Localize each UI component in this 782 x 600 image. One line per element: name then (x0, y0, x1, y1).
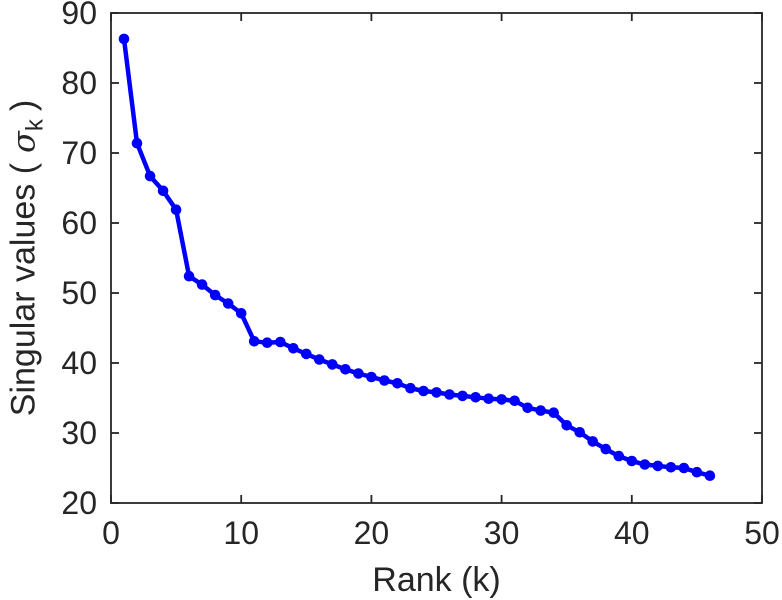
data-point-marker (118, 33, 130, 45)
x-tick-label: 0 (102, 515, 120, 551)
x-axis-label: Rank (k) (372, 561, 501, 599)
data-point-marker (144, 170, 156, 182)
data-point-marker (431, 387, 442, 398)
data-point-marker (275, 336, 286, 348)
data-point-marker (535, 405, 546, 416)
data-point-marker (392, 378, 403, 389)
data-point-marker (209, 289, 221, 301)
data-point-marker (405, 382, 416, 394)
data-point-marker (314, 354, 325, 365)
data-point-marker (379, 375, 390, 386)
data-point-marker (366, 371, 377, 383)
y-tick-label: 50 (61, 275, 97, 311)
axes-box (110, 12, 763, 504)
x-tick-label: 20 (354, 515, 390, 551)
data-point-marker (248, 336, 260, 347)
data-line (121, 36, 713, 478)
y-axis-label: Singular values ( σk) (4, 99, 49, 417)
y-tick-label: 40 (61, 345, 97, 381)
data-point-marker (691, 466, 703, 478)
data-point-marker (157, 185, 169, 197)
data-point-marker (548, 407, 559, 419)
data-point-marker (170, 204, 182, 215)
sigma-symbol: σ (4, 131, 43, 153)
data-point-marker (288, 343, 299, 354)
data-point-marker (665, 462, 677, 473)
data-point-marker (261, 337, 273, 349)
data-point-marker (222, 298, 234, 309)
y-tick-label: 80 (61, 65, 97, 101)
data-point-marker (704, 470, 716, 482)
data-point-marker (457, 390, 468, 402)
y-tick-label: 30 (61, 415, 97, 451)
data-point-marker (613, 450, 625, 462)
data-point-marker (483, 393, 494, 405)
data-point-marker (131, 137, 143, 149)
data-point-marker (509, 395, 520, 407)
data-point-marker (418, 385, 429, 397)
data-point-marker (444, 389, 455, 400)
y-tick-label: 70 (61, 135, 97, 171)
data-point-marker (626, 455, 638, 467)
data-point-marker (353, 368, 364, 379)
x-tick-label: 40 (614, 515, 650, 551)
y-tick-label: 90 (61, 0, 97, 31)
x-tick-label: 30 (484, 515, 520, 551)
x-tick-label: 10 (223, 515, 259, 551)
data-point-marker (652, 460, 664, 472)
data-point-marker (301, 348, 312, 360)
data-point-marker (522, 402, 533, 414)
data-point-marker (600, 443, 612, 455)
data-point-marker (196, 279, 208, 290)
y-axis-label-text: Singular values ( (4, 162, 43, 417)
y-axis-label-close-paren: ) (4, 99, 43, 112)
sigma-subscript: k (21, 119, 49, 132)
data-point-marker (496, 394, 507, 405)
y-tick-label: 20 (61, 485, 97, 521)
y-tick-label: 60 (61, 205, 97, 241)
data-point-marker (678, 462, 690, 474)
data-point-marker (639, 459, 651, 470)
data-point-marker (183, 270, 195, 282)
data-point-marker (574, 427, 585, 438)
data-point-marker (235, 308, 247, 319)
data-point-marker (327, 359, 338, 370)
data-point-marker (340, 364, 351, 375)
x-tick-label: 50 (744, 515, 780, 551)
data-point-marker (561, 420, 572, 431)
data-point-marker (587, 436, 598, 447)
data-point-marker (470, 392, 481, 403)
